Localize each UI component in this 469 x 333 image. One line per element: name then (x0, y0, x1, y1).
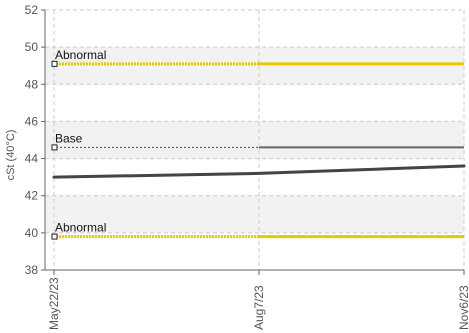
data-series (52, 164, 466, 179)
y-tick-label: 48 (25, 77, 39, 91)
series-line-0 (52, 164, 466, 179)
reference-line-abnormal-0: Abnormal (51, 48, 464, 67)
y-tick-label: 42 (25, 189, 39, 203)
x-tick-label: May22/23 (47, 277, 61, 330)
shaded-bands (45, 47, 464, 233)
y-tick-label: 44 (25, 152, 39, 166)
axes (41, 9, 465, 275)
y-tick-label: 38 (25, 263, 39, 277)
reference-line-label: Abnormal (55, 221, 106, 235)
y-axis-label: cSt (40°C) (5, 130, 17, 181)
x-tick-label: Nov6/23 (457, 285, 469, 330)
reference-line-abnormal-2: Abnormal (51, 221, 464, 240)
y-tick-label: 50 (25, 40, 39, 54)
reference-marker-square (51, 233, 58, 240)
reference-marker-square (51, 60, 58, 67)
shaded-band-1 (45, 121, 464, 159)
reference-marker-square (51, 144, 58, 151)
shaded-band-0 (45, 47, 464, 85)
reference-line-label: Abnormal (55, 48, 106, 62)
shaded-band-2 (45, 195, 464, 233)
reference-lines: Abnormal Base Abnormal (51, 48, 464, 240)
tick-labels: 38 40 42 44 46 48 50 52 May22/23 Aug7/23 Nov6/23 (25, 3, 469, 330)
reference-line-label: Base (55, 131, 83, 145)
y-tick-label: 52 (25, 3, 39, 17)
y-tick-label: 40 (25, 226, 39, 240)
grid (45, 9, 465, 271)
y-tick-label: 46 (25, 114, 39, 128)
x-tick-label: Aug7/23 (252, 285, 266, 330)
reference-line-base-1: Base (51, 131, 464, 151)
